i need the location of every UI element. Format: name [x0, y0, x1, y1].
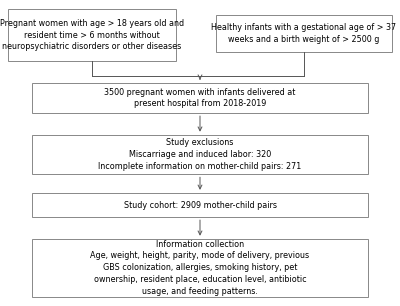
Text: Study cohort: 2909 mother-child pairs: Study cohort: 2909 mother-child pairs	[124, 200, 276, 210]
Text: Pregnant women with age > 18 years old and
resident time > 6 months without
neur: Pregnant women with age > 18 years old a…	[0, 19, 184, 51]
FancyBboxPatch shape	[216, 15, 392, 52]
Text: Healthy infants with a gestational age of > 37
weeks and a birth weight of > 250: Healthy infants with a gestational age o…	[212, 23, 396, 44]
FancyBboxPatch shape	[32, 239, 368, 297]
Text: Study exclusions
Miscarriage and induced labor: 320
Incomplete information on mo: Study exclusions Miscarriage and induced…	[98, 138, 302, 171]
FancyBboxPatch shape	[8, 9, 176, 61]
Text: 3500 pregnant women with infants delivered at
present hospital from 2018-2019: 3500 pregnant women with infants deliver…	[104, 88, 296, 108]
FancyBboxPatch shape	[32, 193, 368, 217]
FancyBboxPatch shape	[32, 83, 368, 113]
Text: Information collection
Age, weight, height, parity, mode of delivery, previous
G: Information collection Age, weight, heig…	[90, 240, 310, 296]
FancyBboxPatch shape	[32, 135, 368, 174]
